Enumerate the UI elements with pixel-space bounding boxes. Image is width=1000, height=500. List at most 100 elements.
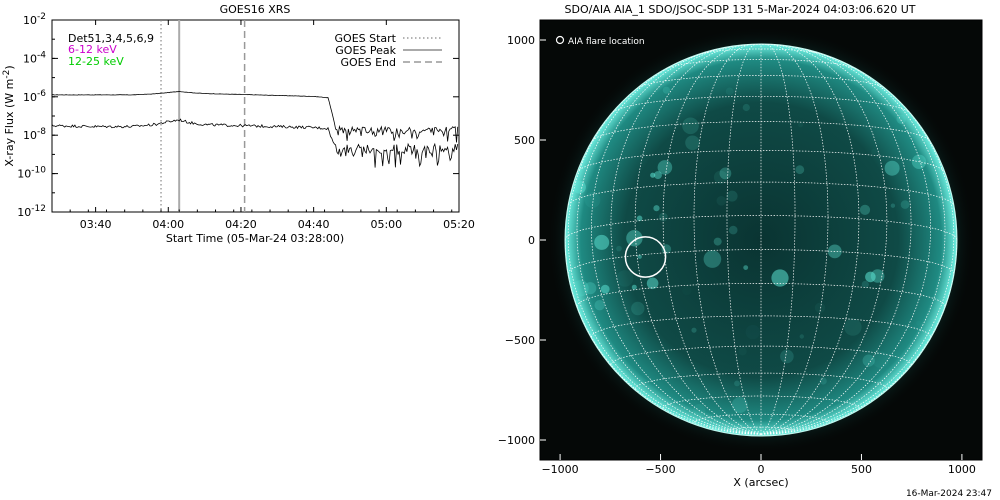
aia-bright-region: [862, 354, 875, 367]
goes-y-tick-exponent: -6: [37, 89, 46, 99]
legend-series-6-12kev: 6-12 keV: [68, 43, 117, 56]
aia-bright-region: [859, 204, 871, 215]
aia-latitude-line: [565, 215, 957, 241]
goes-x-axis-ticks: 03:40 04:00 04:20 04:40 05:00 05:20: [51, 20, 475, 231]
aia-longitude-line: [591, 48, 762, 435]
aia-y-axis-ticks: −1000 −500 0 500 1000: [498, 34, 546, 447]
aia-bright-region: [865, 271, 876, 283]
aia-bright-region: [626, 230, 643, 247]
aia-latitude-line: [612, 95, 910, 113]
goes-marker-legend-label: GOES End: [340, 56, 396, 69]
aia-x-tick-label: 500: [851, 463, 872, 476]
goes-markers-layer: [160, 20, 246, 212]
goes-y-axis-label-close: ): [3, 65, 16, 69]
aia-x-axis-ticks: −1000 −500 0 500 1000: [541, 454, 976, 476]
aia-bright-region: [795, 165, 805, 175]
aia-bright-region: [896, 114, 906, 125]
goes-y-tick-base: 10: [17, 206, 31, 219]
aia-bright-region: [703, 250, 722, 268]
goes-y-tick-exponent: -2: [37, 12, 46, 22]
goes-y-tick-base: 10: [23, 129, 37, 142]
aia-annotation-label: AIA flare location: [568, 37, 645, 47]
goes-series-line-0: [52, 91, 459, 143]
goes-y-axis-label-exponent: -2: [2, 70, 12, 79]
aia-bright-region: [646, 277, 659, 290]
aia-bright-region: [725, 87, 734, 96]
aia-flare-location-circle: [624, 236, 667, 278]
aia-bright-region: [584, 192, 601, 208]
aia-bright-region: [746, 325, 760, 339]
aia-bright-region: [631, 284, 637, 290]
aia-y-tick-label: 1000: [507, 34, 535, 47]
aia-bright-region: [771, 269, 789, 287]
aia-bright-region: [653, 171, 662, 180]
aia-latitude-line: [576, 283, 946, 307]
aia-bright-region: [768, 412, 779, 424]
goes-x-tick-label: 04:00: [152, 218, 184, 231]
goes-detectors-label: Det51,3,4,5,6,9: [68, 32, 154, 45]
aia-solar-disk: [565, 44, 957, 436]
aia-bright-region: [728, 225, 738, 235]
aia-bright-region: [691, 327, 697, 333]
aia-heliographic-grid: [565, 44, 957, 435]
aia-bright-region: [799, 334, 804, 339]
aia-longitude-line: [760, 48, 931, 435]
goes-y-tick-exponent: -8: [37, 127, 46, 137]
aia-latitude-line: [636, 74, 886, 89]
aia-bright-region: [600, 284, 610, 294]
aia-bright-region: [846, 400, 857, 411]
aia-bright-region: [890, 203, 896, 208]
aia-latitude-line: [726, 426, 796, 432]
aia-bright-region: [872, 351, 889, 369]
goes-x-tick-label: 04:20: [225, 218, 257, 231]
aia-longitude-line: [760, 239, 957, 435]
goes-x-axis-label: Start Time (05-Mar-24 03:28:00): [166, 232, 344, 245]
aia-y-tick-label: 500: [514, 134, 535, 147]
aia-bright-region: [776, 169, 782, 175]
goes-series-layer: [51, 91, 459, 168]
aia-longitude-line: [760, 86, 955, 435]
aia-y-tick-label: −500: [505, 334, 535, 347]
aia-bright-region: [734, 380, 740, 387]
aia-bright-region: [616, 270, 634, 287]
aia-longitude-line: [760, 44, 860, 435]
goes-y-tick-exponent: -12: [31, 204, 46, 214]
aia-bright-region: [726, 190, 738, 202]
aia-bright-region: [572, 280, 589, 297]
goes-y-axis-label: X-ray Flux (W m-2): [2, 65, 16, 166]
goes-y-tick-base: 10: [23, 14, 37, 27]
goes-xrs-chart: GOES16 XRS 03:40 04:00 04:20 04:40 05:00 05:2…: [2, 3, 475, 245]
aia-bright-region: [798, 122, 804, 128]
aia-bright-region: [780, 349, 794, 364]
goes-y-tick-label: 10-4: [23, 50, 46, 65]
aia-x-tick-label: 1000: [948, 463, 976, 476]
goes-y-tick-base: 10: [23, 52, 37, 65]
aia-bright-region: [916, 320, 922, 326]
goes-chart-title: GOES16 XRS: [220, 3, 291, 16]
aia-bright-region: [594, 234, 610, 250]
goes-y-tick-exponent: -4: [37, 50, 46, 60]
aia-bright-region: [900, 200, 910, 209]
goes-x-tick-label: 04:40: [298, 218, 330, 231]
aia-bright-region: [650, 172, 656, 178]
aia-bright-region: [637, 254, 642, 259]
goes-y-tick-label: 10-10: [17, 166, 46, 181]
goes-series-line-1: [51, 118, 459, 168]
goes-x-tick-label: 03:40: [80, 218, 112, 231]
aia-bright-region: [743, 265, 749, 270]
aia-bright-region: [844, 318, 862, 336]
aia-bright-region: [657, 160, 673, 175]
aia-solar-image: [545, 24, 977, 456]
aia-x-axis-label: X (arcsec): [733, 476, 788, 489]
goes-y-axis-label-text: X-ray Flux (W m: [3, 79, 16, 167]
aia-longitude-line: [565, 239, 762, 435]
goes-marker-legend-label: GOES Start: [335, 32, 397, 45]
aia-bright-region: [814, 302, 826, 313]
aia-image-chart: SDO/AIA AIA_1 SDO/JSOC-SDP 131 5-Mar-202…: [498, 3, 983, 489]
aia-bright-region: [731, 397, 748, 413]
aia-longitude-line: [662, 44, 762, 435]
goes-y-tick-exponent: -10: [31, 166, 46, 176]
